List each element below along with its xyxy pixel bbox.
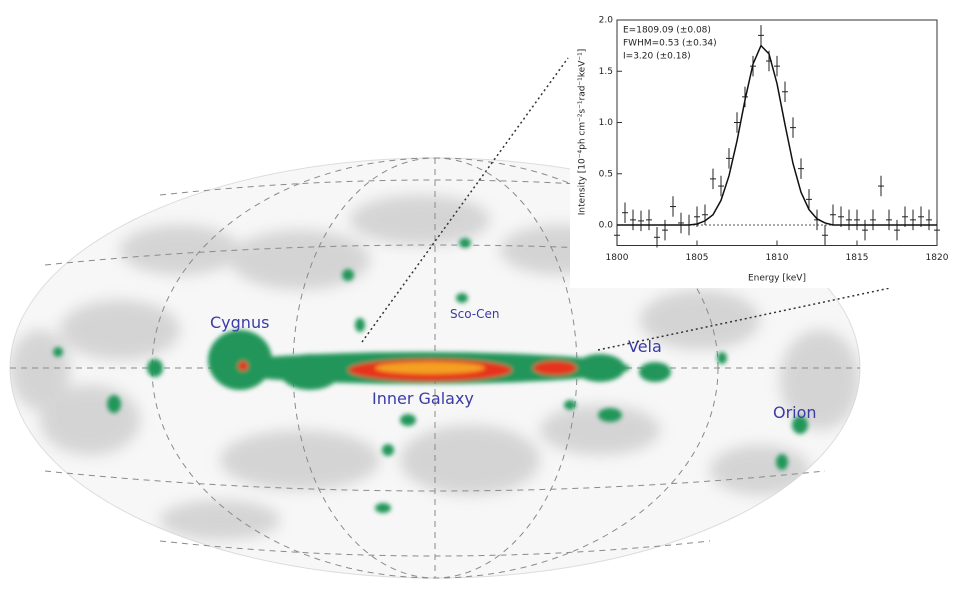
data-point <box>862 219 868 241</box>
data-point <box>614 225 620 246</box>
data-point <box>838 206 844 228</box>
data-point <box>830 204 836 225</box>
data-point <box>798 158 804 179</box>
x-tick-label: 1805 <box>686 253 709 263</box>
data-point <box>678 212 684 234</box>
data-point <box>622 202 628 223</box>
data-point <box>638 210 644 232</box>
data-point <box>774 55 780 77</box>
data-point <box>758 25 764 46</box>
data-point <box>734 112 740 133</box>
data-point <box>878 175 884 197</box>
data-point <box>790 117 796 138</box>
region-label: Orion <box>773 403 817 422</box>
emission-sources <box>53 238 808 513</box>
data-point <box>782 81 788 102</box>
data-point <box>934 219 940 241</box>
data-point <box>926 209 932 231</box>
data-point <box>886 209 892 231</box>
y-tick-label: 2.0 <box>599 16 614 26</box>
inset-background <box>570 0 960 288</box>
annotation: FWHM=0.53 (±0.34) <box>623 39 717 49</box>
y-tick-label: 1.5 <box>599 67 613 77</box>
x-tick-label: 1820 <box>926 253 949 263</box>
data-point <box>918 206 924 228</box>
annotation: I=3.20 (±0.18) <box>623 52 691 62</box>
y-tick-label: 0.5 <box>599 169 613 179</box>
data-point <box>846 209 852 231</box>
region-label: Cygnus <box>210 313 269 332</box>
x-tick-label: 1815 <box>846 253 869 263</box>
x-axis-label: Energy [keV] <box>748 274 806 284</box>
data-point <box>718 175 724 197</box>
annotation: E=1809.09 (±0.08) <box>623 26 711 36</box>
data-point <box>910 209 916 231</box>
region-label: Sco-Cen <box>450 307 499 321</box>
y-axis-label: Intensity [10⁻⁴ph cm⁻²s⁻¹rad⁻¹keV⁻¹] <box>578 49 588 216</box>
data-point <box>710 168 716 190</box>
data-point <box>662 219 668 241</box>
data-point <box>854 209 860 231</box>
y-tick-label: 0.0 <box>599 221 614 231</box>
data-point <box>630 209 636 231</box>
spectrum-inset: E=1809.09 (±0.08) FWHM=0.53 (±0.34) I=3.… <box>570 0 960 288</box>
data-point <box>870 209 876 231</box>
fit-curve <box>617 44 937 226</box>
data-point <box>894 219 900 241</box>
region-label: Vela <box>628 337 662 356</box>
connector-lines <box>361 57 891 351</box>
region-label: Inner Galaxy <box>372 389 474 408</box>
data-point <box>654 227 660 248</box>
y-tick-label: 1.0 <box>599 118 614 128</box>
x-tick-label: 1810 <box>766 253 789 263</box>
data-point <box>822 225 828 246</box>
data-point <box>646 209 652 231</box>
data-point <box>726 148 732 169</box>
data-point <box>902 206 908 228</box>
x-tick-label: 1800 <box>606 253 629 263</box>
data-point <box>670 196 676 217</box>
data-point <box>806 189 812 210</box>
